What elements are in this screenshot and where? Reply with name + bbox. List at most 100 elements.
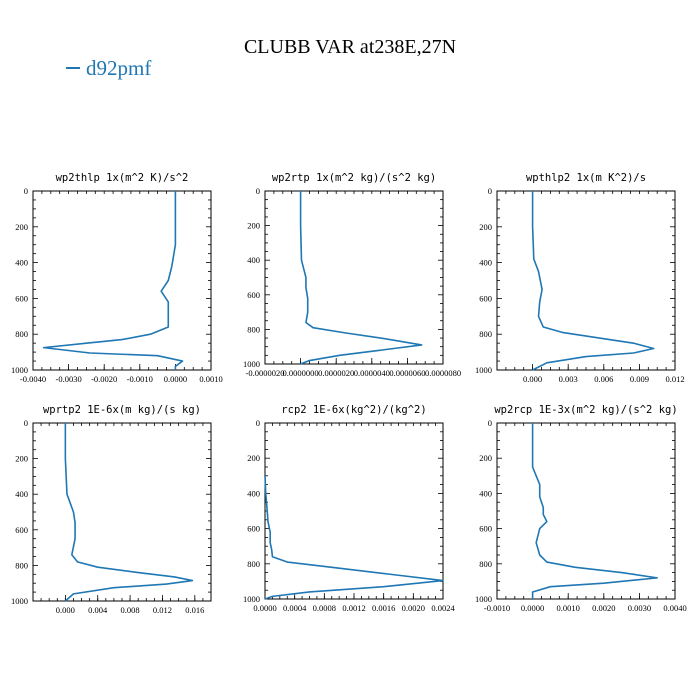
x-tick-label: 0.0000 [164,374,187,384]
series-line-d92pmf [531,191,655,371]
chart-panel-6: wp2rcp 1E-3x(m^2 kg)/(s^2 kg)0 200 400 600 8… [475,404,687,613]
y-tick-label: 600 [247,290,260,300]
y-tick-label: 600 [15,525,28,535]
y-tick-label: 1000 [11,596,28,606]
plot-frame [496,190,676,371]
chart-panel-2: wp2rtp 1x(m^2 kg)/(s^2 kg) 0 200 400 600 800 1… [243,172,461,378]
y-tick-label: 400 [247,488,260,498]
plot-frame [264,422,444,600]
x-tick-label: 0.0000 [521,603,544,613]
x-tick-label: 0.0010 [199,374,222,384]
plot-frame [496,422,676,600]
y-tick-label: 200 [247,453,260,463]
x-tick-label: 0.012 [665,374,684,384]
x-tick-label: -0.0010 [484,603,510,613]
y-tick-label: 200 [479,222,492,232]
x-tick-label: 0.0016 [372,603,395,613]
series-line-d92pmf [264,475,444,600]
y-tick-label: 1000 [243,359,260,369]
legend: d92pmf [66,56,151,81]
x-tick-label: -0.0010 [127,374,153,384]
y-tick-label: 1000 [475,365,492,375]
chart-panel-4: wprtp2 1E-6x(m kg)/(s kg) 0 200 400 600 800 10… [11,404,212,615]
x-tick-label: 0.0020 [592,603,615,613]
x-tick-label: 0.0030 [628,603,651,613]
x-tick-label: 0.004 [88,605,108,615]
chart-panel-5: rcp2 1E-6x(kg^2)/(kg^2) 0 200 400 600 800 1000… [243,404,455,613]
series-line-d92pmf [299,191,423,365]
x-tick-label: 0.0012 [342,603,365,613]
y-tick-label: 0 [256,186,260,196]
panel-title: wp2rcp 1E-3x(m^2 kg)/(s^2 kg) [494,404,677,416]
x-tick-label: 0.0008 [313,603,336,613]
y-tick-label: 1000 [475,594,492,604]
x-tick-label: 0.0000060 [389,368,425,378]
x-tick-label: 0.0010 [557,603,580,613]
x-tick-label: 0.0024 [431,603,455,613]
chart-panel-3: wpthlp2 1x(m K^2)/s 0 200 400 600 800 1000 0.00… [475,172,685,384]
panel-title: rcp2 1E-6x(kg^2)/(kg^2) [281,404,426,416]
panel-title: wp2thlp 1x(m^2 K)/s^2 [56,172,189,184]
series-line-d92pmf [531,423,659,599]
x-tick-label: 0.003 [559,374,578,384]
x-tick-label: -0.0040 [20,374,46,384]
plot-frame [32,422,212,602]
panel-title: wpthlp2 1x(m K^2)/s [526,172,646,184]
y-tick-label: 400 [479,488,492,498]
y-tick-label: 0 [24,418,28,428]
x-tick-label: 0.0000020 [318,368,354,378]
y-tick-label: 200 [247,221,260,231]
y-tick-label: 800 [479,559,492,569]
x-tick-label: 0.0040 [663,603,686,613]
x-tick-label: 0.0000000 [283,368,319,378]
x-tick-label: 0.0020 [402,603,425,613]
y-tick-label: 400 [15,258,28,268]
x-tick-label: 0.012 [153,605,172,615]
y-tick-label: 0 [488,418,492,428]
y-tick-label: 800 [247,324,260,334]
y-tick-label: 600 [479,524,492,534]
x-tick-label: 0.000 [523,374,542,384]
x-tick-label: -0.0030 [55,374,81,384]
y-tick-label: 1000 [11,365,28,375]
legend-label: d92pmf [86,56,152,80]
plot-frame [264,190,444,365]
x-tick-label: 0.0004 [283,603,307,613]
y-tick-label: 800 [479,329,492,339]
series-line-d92pmf [64,423,194,602]
y-tick-label: 800 [15,329,28,339]
x-tick-label: 0.009 [630,374,649,384]
x-tick-label: 0.0000080 [425,368,461,378]
x-tick-label: -0.0000020 [246,368,285,378]
legend-line-swatch [66,67,80,70]
series-line-d92pmf [42,191,184,370]
y-tick-label: 800 [15,560,28,570]
page-title: CLUBB VAR at238E,27N [243,36,457,58]
x-tick-label: 0.008 [121,605,140,615]
x-tick-label: 0.0000 [253,603,276,613]
panel-title: wp2rtp 1x(m^2 kg)/(s^2 kg) [272,172,436,184]
y-tick-label: 200 [15,222,28,232]
y-tick-label: 400 [247,255,260,265]
y-tick-label: 0 [488,186,492,196]
y-tick-label: 600 [479,293,492,303]
x-tick-label: 0.006 [594,374,613,384]
y-tick-label: 800 [247,559,260,569]
y-tick-label: 200 [479,453,492,463]
y-tick-label: 400 [479,258,492,268]
y-tick-label: 1000 [243,594,260,604]
y-tick-label: 400 [15,489,28,499]
plot-frame [32,190,212,371]
y-tick-label: 0 [256,418,260,428]
chart-panel-1: wp2thlp 1x(m^2 K)/s^202004006008001000-0… [11,172,223,384]
panel-title: wprtp2 1E-6x(m kg)/(s kg) [43,404,201,416]
y-tick-label: 600 [247,524,260,534]
x-tick-label: 0.000 [56,605,75,615]
y-tick-label: 0 [24,186,28,196]
x-tick-label: 0.0000040 [354,368,390,378]
y-tick-label: 200 [15,454,28,464]
x-tick-label: 0.016 [185,605,204,615]
x-tick-label: -0.0020 [91,374,117,384]
y-tick-label: 600 [15,293,28,303]
